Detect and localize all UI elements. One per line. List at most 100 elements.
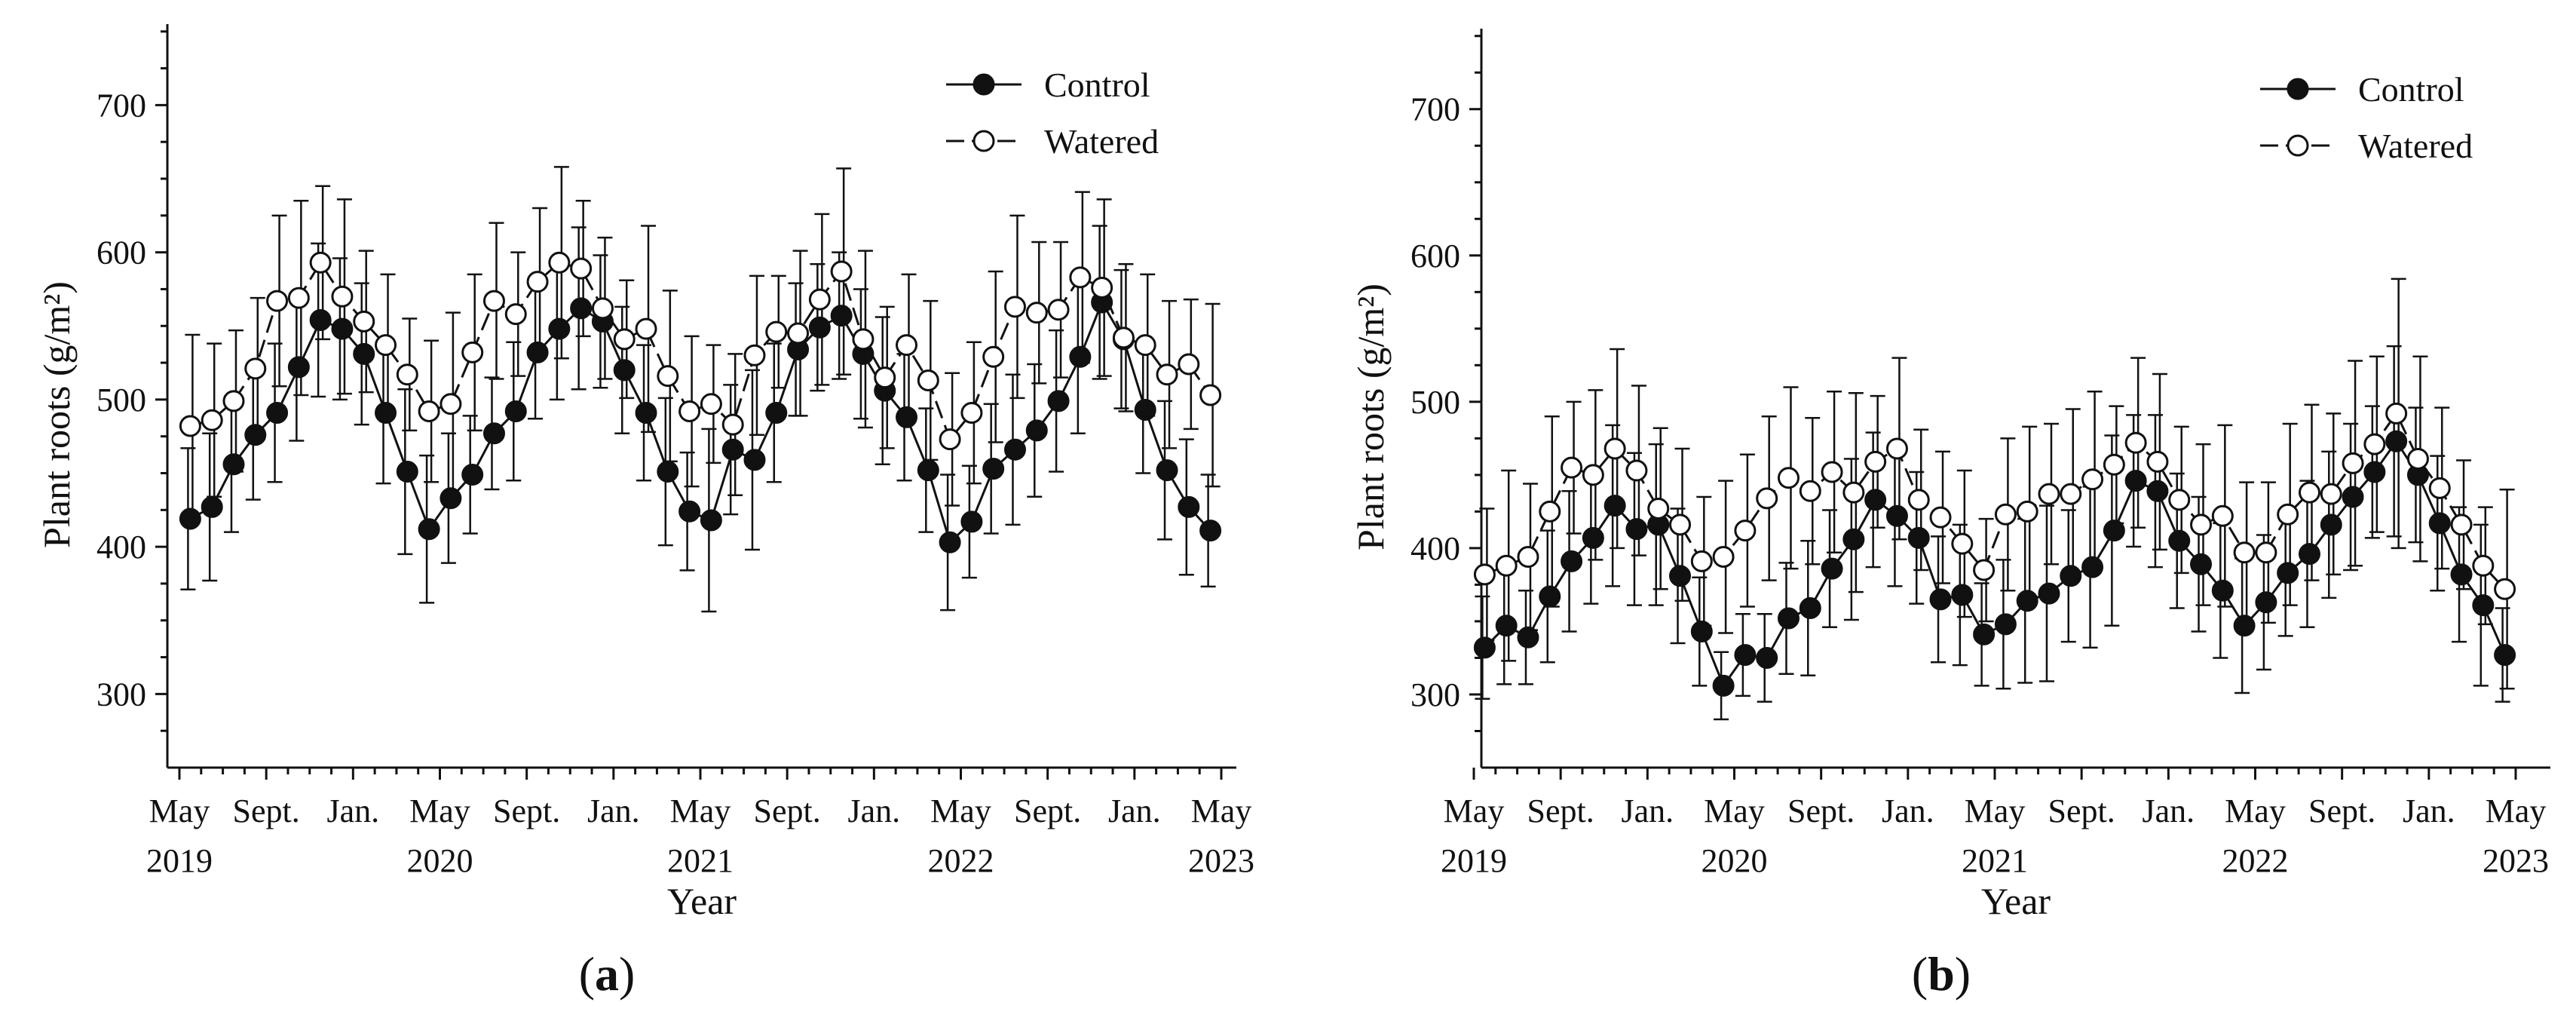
x-axis-title: Year [1981,880,2051,922]
data-point-control [1582,526,1604,549]
data-point-control [375,401,397,424]
data-point-watered [1112,326,1135,349]
data-point-watered [1994,503,2017,526]
data-point-watered [266,290,289,312]
data-point-watered [1864,450,1887,473]
legend-label-control: Control [2358,70,2464,109]
data-point-control [570,297,593,320]
data-point-watered [1669,514,1692,536]
data-point-control [1951,584,1974,606]
data-point-control [830,305,853,327]
data-point-control [201,495,223,518]
data-point-control [1885,504,1908,527]
data-point-watered [2103,453,2125,476]
data-point-watered [1907,489,1930,511]
data-point-control [1907,526,1930,549]
data-point-watered [787,322,810,345]
data-point-control [2450,563,2473,586]
data-point-control [244,424,267,446]
data-point-watered [1690,550,1713,572]
data-point-watered [1495,554,1518,577]
data-point-watered [1091,276,1113,299]
x-year-label: 2021 [1962,842,2028,879]
data-point-watered [548,251,571,274]
y-axis-title: Plant roots (g/m²) [35,281,78,548]
x-tick-label: Jan. [1108,792,1161,829]
data-point-watered [2081,468,2104,491]
data-point-watered [222,390,245,412]
data-point-watered [1134,334,1156,357]
data-point-watered [1799,480,1821,502]
data-point-control [1156,459,1178,482]
x-tick-label: Jan. [2403,792,2455,829]
data-point-control [2320,514,2342,536]
data-point-watered [1885,437,1908,460]
data-point-watered [2363,433,2386,455]
data-point-control [2211,579,2234,602]
data-point-watered [244,357,267,380]
y-axis-title: Plant roots (g/m²) [1349,284,1392,550]
data-point-watered [418,400,440,423]
x-tick-label: Sept. [754,792,821,829]
data-point-control [179,507,201,530]
y-tick-label: 700 [1411,91,1460,128]
data-point-control [2168,529,2191,552]
data-point-watered [2277,503,2299,526]
x-tick-label: Sept. [1787,792,1855,829]
x-tick-label: Jan. [1882,792,1934,829]
data-point-watered [1561,456,1583,479]
data-point-control [461,463,484,486]
data-point-watered [1821,461,1843,483]
data-point-watered [375,334,397,357]
x-tick-label: May [2486,792,2547,829]
data-point-watered [2450,514,2473,536]
y-tick-label: 400 [96,529,146,566]
data-point-watered [1178,353,1200,376]
data-point-control [2298,543,2320,566]
data-point-control [1756,646,1778,669]
data-point-watered [2038,483,2060,505]
x-tick-label: May [1965,792,2026,829]
data-point-control [1842,528,1865,550]
x-tick-label: Jan. [1622,792,1674,829]
data-point-control [1799,596,1821,619]
data-point-watered [721,413,744,436]
data-point-control [721,438,744,461]
data-point-control [743,449,766,471]
data-point-watered [982,345,1005,368]
data-point-watered [613,328,636,351]
legend-marker-control [2287,78,2309,100]
data-point-watered [2060,483,2082,505]
data-point-watered [1539,500,1561,523]
data-point-control [1821,557,1843,580]
data-point-watered [2320,483,2342,505]
x-axis-title: Year [667,880,737,922]
x-year-label: 2020 [1702,842,1768,879]
data-point-watered [2211,504,2234,527]
data-point-watered [591,297,614,320]
data-point-control [2103,520,2125,542]
data-point-watered [1647,498,1670,520]
data-point-control [939,531,961,553]
chart-panel-a: 300 400 500 600 700 May Sept. Jan. May Sept. Jan. M… [35,24,1254,922]
x-tick-label: Jan. [327,792,380,829]
x-tick-label: May [2225,792,2286,829]
x-tick-label: Jan. [848,792,901,829]
data-point-control [678,500,701,523]
data-point-watered [482,290,505,312]
data-point-control [635,401,657,424]
y-tick-label: 300 [96,676,146,713]
data-point-control [1047,390,1070,412]
x-tick-label: Jan. [587,792,640,829]
y-tick-label: 500 [1411,384,1460,421]
data-point-control [2277,562,2299,584]
y-tick-label: 600 [1411,238,1460,274]
data-point-watered [2233,541,2256,564]
data-point-control [808,316,831,339]
data-point-control [982,458,1005,480]
data-point-control [440,487,462,510]
data-point-watered [1582,464,1604,486]
data-point-control [2472,594,2495,617]
data-point-watered [743,344,766,366]
legend-label-watered: Watered [1044,122,1159,161]
